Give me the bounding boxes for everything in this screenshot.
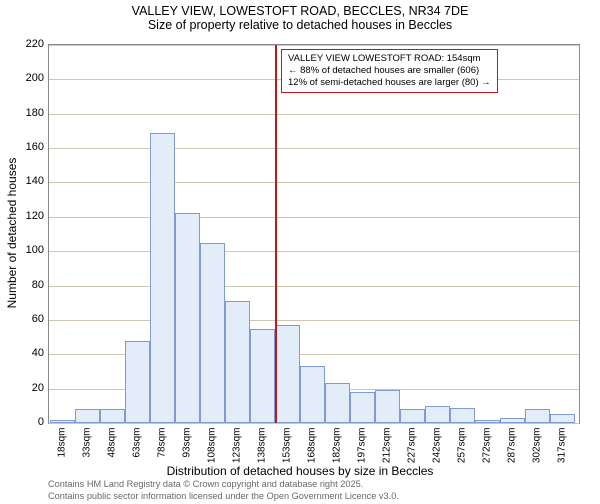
histogram-bar xyxy=(425,406,450,423)
histogram-bar xyxy=(500,418,525,423)
y-tick-label: 160 xyxy=(14,141,44,153)
chart-title: VALLEY VIEW, LOWESTOFT ROAD, BECCLES, NR… xyxy=(0,4,600,18)
annotation-line: ← 88% of detached houses are smaller (60… xyxy=(288,65,491,77)
histogram-bar xyxy=(125,341,150,423)
histogram-bar xyxy=(275,325,300,423)
y-tick-label: 0 xyxy=(14,416,44,428)
histogram-bar xyxy=(175,213,200,423)
histogram-bar xyxy=(400,409,425,423)
annotation-line: VALLEY VIEW LOWESTOFT ROAD: 154sqm xyxy=(288,53,491,65)
y-tick-label: 140 xyxy=(14,175,44,187)
y-tick-label: 180 xyxy=(14,107,44,119)
histogram-bar xyxy=(525,409,550,423)
histogram-bar xyxy=(50,420,75,423)
gridline xyxy=(49,182,579,183)
histogram-bar xyxy=(75,409,100,423)
marker-line xyxy=(275,45,277,423)
y-tick-label: 80 xyxy=(14,279,44,291)
y-tick-label: 220 xyxy=(14,38,44,50)
histogram-bar xyxy=(325,383,350,423)
footer-line: Contains HM Land Registry data © Crown c… xyxy=(48,479,399,491)
histogram-bar xyxy=(150,133,175,423)
y-tick-label: 100 xyxy=(14,244,44,256)
gridline xyxy=(49,423,579,424)
annotation-box: VALLEY VIEW LOWESTOFT ROAD: 154sqm← 88% … xyxy=(281,49,498,93)
histogram-bar xyxy=(450,408,475,423)
y-tick-label: 60 xyxy=(14,313,44,325)
gridline xyxy=(49,148,579,149)
footer-line: Contains public sector information licen… xyxy=(48,491,399,503)
histogram-bar xyxy=(375,390,400,423)
annotation-line: 12% of semi-detached houses are larger (… xyxy=(288,77,491,89)
x-axis-label: Distribution of detached houses by size … xyxy=(0,464,600,478)
histogram-bar xyxy=(225,301,250,423)
gridline xyxy=(49,286,579,287)
histogram-bar xyxy=(475,420,500,423)
gridline xyxy=(49,320,579,321)
histogram-bar xyxy=(550,414,575,423)
histogram-bar xyxy=(300,366,325,423)
y-tick-label: 40 xyxy=(14,347,44,359)
histogram-bar xyxy=(250,329,275,424)
plot-region: VALLEY VIEW LOWESTOFT ROAD: 154sqm← 88% … xyxy=(48,44,580,424)
histogram-bar xyxy=(100,409,125,423)
y-tick-label: 20 xyxy=(14,382,44,394)
gridline xyxy=(49,114,579,115)
chart-subtitle: Size of property relative to detached ho… xyxy=(0,18,600,32)
footer-attribution: Contains HM Land Registry data © Crown c… xyxy=(48,479,399,502)
gridline xyxy=(49,45,579,46)
histogram-bar xyxy=(350,392,375,423)
gridline xyxy=(49,251,579,252)
y-tick-label: 120 xyxy=(14,210,44,222)
histogram-bar xyxy=(200,243,225,423)
gridline xyxy=(49,217,579,218)
y-tick-label: 200 xyxy=(14,72,44,84)
chart-area: Number of detached houses VALLEY VIEW LO… xyxy=(48,44,578,422)
